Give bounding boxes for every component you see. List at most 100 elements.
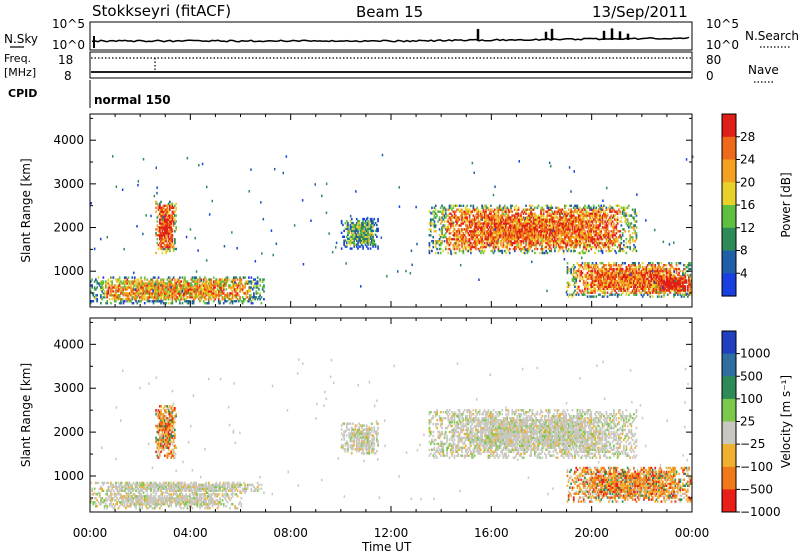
power-cell xyxy=(576,218,579,221)
power-cell xyxy=(155,288,157,291)
power-cell xyxy=(93,288,96,291)
power-cell xyxy=(577,234,580,237)
power-cell xyxy=(125,286,127,289)
power-cell xyxy=(631,232,634,235)
power-cell xyxy=(466,220,468,223)
power-cell xyxy=(140,282,142,285)
power-cell xyxy=(547,222,550,225)
power-cell xyxy=(174,210,176,213)
power-cell xyxy=(441,240,443,243)
power-cell xyxy=(512,241,515,245)
power-cell xyxy=(587,238,590,241)
power-cell xyxy=(467,234,470,237)
power-cell xyxy=(431,218,433,221)
power-cell xyxy=(107,280,110,283)
power-cell xyxy=(525,226,527,229)
power-cell xyxy=(164,214,166,217)
power-cell xyxy=(542,224,545,227)
power-cell xyxy=(115,294,117,297)
power-cell xyxy=(166,212,169,215)
power-cell xyxy=(606,291,609,294)
power-cell xyxy=(529,234,531,237)
power-cell xyxy=(530,214,532,217)
power-cell xyxy=(580,241,583,245)
power-cell xyxy=(590,283,593,286)
power-cell xyxy=(373,239,376,242)
power-cell xyxy=(576,269,579,273)
power-cell xyxy=(580,238,583,241)
power-cell xyxy=(185,294,187,297)
power-cell xyxy=(501,212,504,215)
power-cell xyxy=(200,286,203,289)
power-cell xyxy=(567,218,570,221)
power-cell xyxy=(354,231,357,235)
power-cell xyxy=(181,286,184,289)
power-cell xyxy=(653,273,655,277)
power-cell xyxy=(534,228,536,231)
power-cell xyxy=(503,228,506,231)
freq-left-tick-bottom: 8 xyxy=(64,69,72,83)
power-cell xyxy=(589,295,591,298)
power-cell xyxy=(480,238,482,241)
power-cell xyxy=(525,228,527,231)
power-cell xyxy=(624,220,626,223)
power-cell xyxy=(449,204,452,207)
power-cell xyxy=(369,223,372,227)
power-cell xyxy=(596,210,599,213)
power-cell xyxy=(428,241,431,245)
power-cell xyxy=(181,288,184,291)
power-cell xyxy=(100,296,102,299)
power-cell xyxy=(545,222,547,225)
power-cell xyxy=(594,267,596,271)
power-cell xyxy=(161,236,164,239)
power-cell xyxy=(447,243,450,247)
power-cell xyxy=(629,285,631,288)
power-cell xyxy=(590,266,593,269)
power-cell xyxy=(184,298,186,301)
power-cell xyxy=(468,238,471,241)
power-cell xyxy=(579,234,581,237)
power-cell xyxy=(586,214,589,217)
power-cell xyxy=(631,267,634,271)
power-cell xyxy=(614,249,616,253)
power-cell xyxy=(511,243,514,247)
power-cell xyxy=(620,271,623,275)
power-cell xyxy=(438,216,441,219)
power-cell xyxy=(364,233,367,236)
power-cell xyxy=(618,236,620,239)
power-cell xyxy=(480,222,482,225)
power-cell xyxy=(345,223,348,227)
power-cell xyxy=(255,280,258,283)
power-cell xyxy=(649,283,652,286)
power-cell xyxy=(591,273,594,277)
power-cell xyxy=(615,220,618,223)
power-cell xyxy=(174,222,176,225)
power-cell xyxy=(142,284,145,287)
power-cell xyxy=(233,286,235,289)
power-cell xyxy=(439,230,442,233)
power-cell xyxy=(434,245,437,249)
power-cell xyxy=(546,224,549,227)
power-cell xyxy=(215,280,218,283)
power-cell xyxy=(485,226,487,229)
power-cell xyxy=(624,273,626,277)
power-cell xyxy=(209,284,211,287)
power-cell xyxy=(120,300,122,303)
power-cell xyxy=(131,290,134,293)
power-cell xyxy=(152,298,155,301)
power-cell xyxy=(587,230,590,233)
power-cell xyxy=(373,241,376,244)
power-cell xyxy=(566,236,569,239)
power-cell xyxy=(377,247,379,250)
power-cell xyxy=(523,208,526,211)
power-cell xyxy=(634,264,636,267)
power-cell xyxy=(212,280,215,283)
power-cell xyxy=(162,280,165,283)
power-cell xyxy=(570,222,572,225)
power-cell xyxy=(539,251,541,255)
power-cell xyxy=(206,288,209,291)
power-cell xyxy=(638,266,640,269)
power-cell xyxy=(624,283,626,286)
power-cell xyxy=(626,269,629,273)
power-cell xyxy=(594,234,596,237)
